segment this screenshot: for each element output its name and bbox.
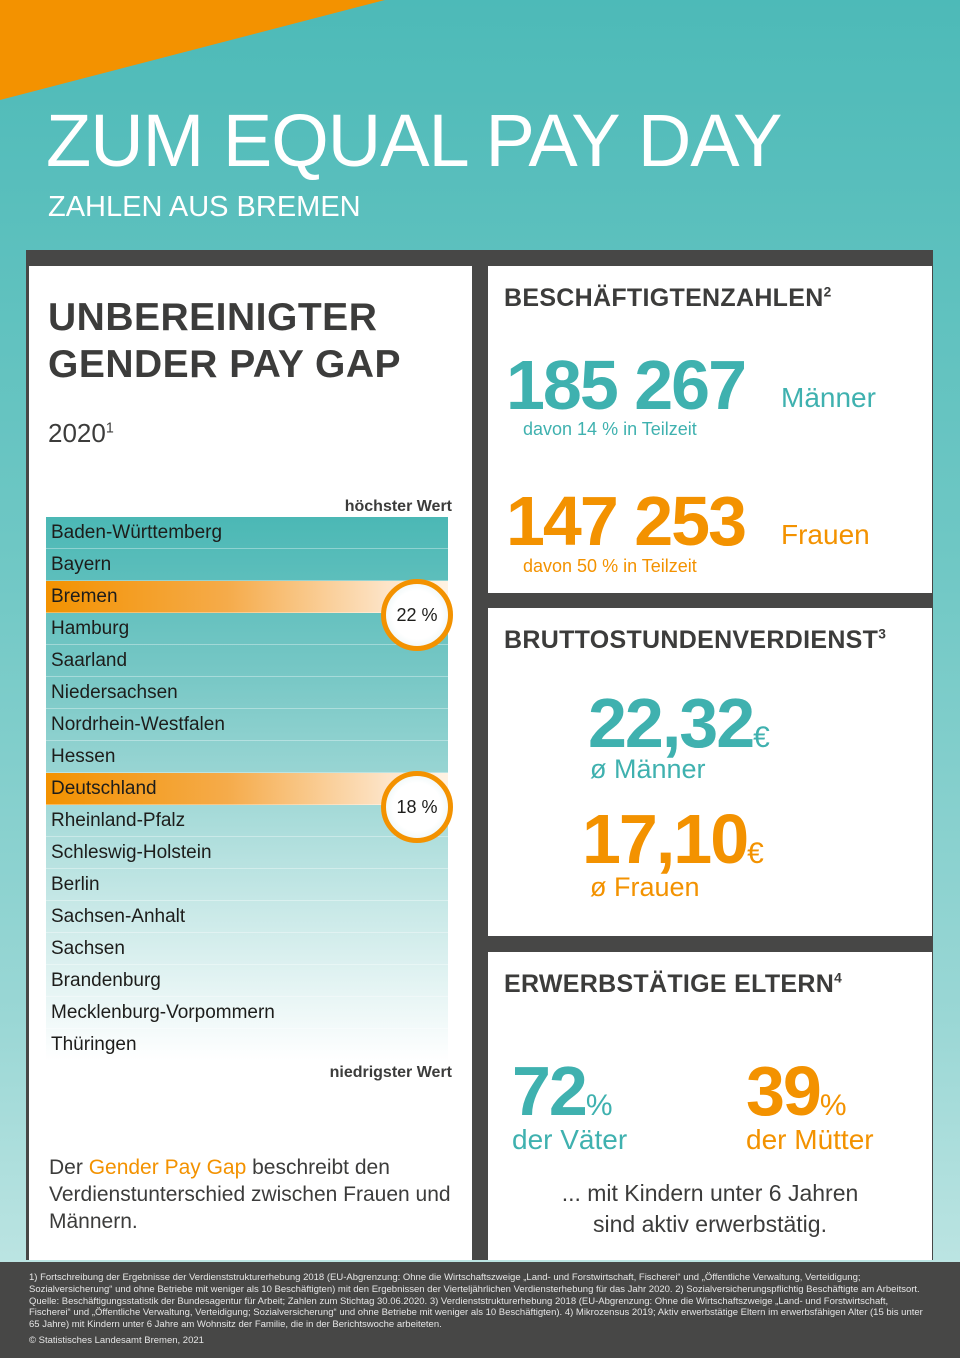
title-text: BRUTTOSTUNDENVERDIENST	[504, 626, 879, 654]
state-name: Nordrhein-Westfalen	[51, 714, 225, 735]
state-name: Mecklenburg-Vorpommern	[51, 1002, 275, 1023]
footnote-marker: 1	[105, 420, 114, 437]
men-count: 185 267	[506, 346, 747, 424]
fathers-percentage: 72%	[512, 1056, 613, 1126]
page-title: ZUM EQUAL PAY DAY	[46, 99, 783, 182]
page-subtitle: ZAHLEN AUS BREMEN	[48, 191, 361, 223]
year-label: 20201	[48, 418, 114, 449]
euro-symbol: €	[747, 837, 764, 870]
title-text: BESCHÄFTIGTENZAHLEN	[504, 284, 824, 312]
percent-symbol: %	[585, 1089, 613, 1122]
parents-tagline: ... mit Kindern unter 6 Jahren sind akti…	[488, 1178, 932, 1240]
state-name: Baden-Württemberg	[51, 522, 223, 543]
list-item: Schleswig-Holstein	[46, 837, 448, 869]
list-item: Rheinland-Pfalz	[46, 805, 448, 837]
earnings-title: BRUTTOSTUNDENVERDIENST3	[504, 626, 886, 655]
employment-title: BESCHÄFTIGTENZAHLEN2	[504, 284, 832, 313]
value: 22,32	[588, 684, 755, 762]
women-parttime: davon 50 % in Teilzeit	[523, 556, 697, 576]
footnotes: 1) Fortschreibung der Ergebnisse der Ver…	[0, 1262, 960, 1358]
desc-text: Der	[49, 1156, 89, 1179]
state-name: Sachsen-Anhalt	[51, 906, 186, 927]
men-average-label: ø Männer	[590, 754, 706, 784]
state-name: Berlin	[51, 874, 100, 895]
hourly-earnings-panel: BRUTTOSTUNDENVERDIENST3 22,32€ ø Männer …	[488, 608, 932, 936]
list-item: Brandenburg	[46, 965, 448, 997]
state-name: Niedersachsen	[51, 682, 178, 703]
state-ranking-list: Baden-Württemberg Bayern Bremen Hamburg …	[46, 517, 453, 1061]
tagline-line-1: ... mit Kindern unter 6 Jahren	[561, 1180, 859, 1206]
footnote-text: 1) Fortschreibung der Ergebnisse der Ver…	[29, 1272, 923, 1331]
mothers-label: der Mütter	[746, 1124, 874, 1155]
bremen-value-badge: 22 %	[381, 579, 453, 651]
fathers-label: der Väter	[512, 1124, 628, 1155]
footnote-marker: 3	[878, 626, 887, 642]
list-item: Nordrhein-Westfalen	[46, 709, 448, 741]
title-line-2: GENDER PAY GAP	[48, 343, 402, 386]
men-parttime: davon 14 % in Teilzeit	[523, 419, 697, 439]
title-line-1: UNBEREINIGTER	[48, 296, 378, 339]
desc-text: beschreibt den Verdienstunterschied zwis…	[49, 1156, 451, 1233]
working-parents-panel: ERWERBSTÄTIGE ELTERN4 72% der Väter 39% …	[488, 952, 932, 1260]
list-item: Berlin	[46, 869, 448, 901]
orange-corner-decoration	[0, 0, 385, 100]
gender-pay-gap-title: UNBEREINIGTER GENDER PAY GAP	[48, 294, 401, 388]
mothers-percentage: 39%	[746, 1056, 847, 1126]
value: 17,10	[582, 800, 749, 878]
list-item: Saarland	[46, 645, 448, 677]
percent-symbol: %	[819, 1089, 847, 1122]
euro-symbol: €	[753, 721, 770, 754]
deutschland-value-badge: 18 %	[381, 771, 453, 843]
state-name: Hessen	[51, 746, 116, 767]
women-average-label: ø Frauen	[590, 872, 700, 902]
men-label: Männer	[781, 382, 876, 413]
lowest-value-label: niedrigster Wert	[329, 1064, 452, 1081]
state-name: Saarland	[51, 650, 128, 671]
state-name: Sachsen	[51, 938, 125, 959]
state-name: Hamburg	[51, 618, 130, 639]
state-name: Brandenburg	[51, 970, 161, 991]
list-item: Hamburg	[46, 613, 448, 645]
list-item: Sachsen-Anhalt	[46, 901, 448, 933]
list-item: Mecklenburg-Vorpommern	[46, 997, 448, 1029]
list-item: Niedersachsen	[46, 677, 448, 709]
list-item: Sachsen	[46, 933, 448, 965]
value: 39	[746, 1052, 822, 1130]
title-text: ERWERBSTÄTIGE ELTERN	[504, 970, 835, 998]
women-count: 147 253	[506, 482, 747, 560]
gender-pay-gap-description: Der Gender Pay Gap beschreibt den Verdie…	[49, 1154, 459, 1235]
highest-value-label: höchster Wert	[344, 498, 452, 515]
state-name: Rheinland-Pfalz	[51, 810, 186, 831]
employment-panel: BESCHÄFTIGTENZAHLEN2 185 267 Männer davo…	[488, 266, 932, 593]
footnote-marker: 2	[823, 284, 832, 300]
state-name: Thüringen	[51, 1034, 137, 1055]
women-hourly-wage: 17,10€	[582, 804, 764, 874]
desc-highlight: Gender Pay Gap	[88, 1156, 247, 1179]
value: 72	[512, 1052, 588, 1130]
men-hourly-wage: 22,32€	[588, 688, 770, 758]
state-name: Deutschland	[51, 778, 157, 799]
state-name: Bremen	[51, 586, 118, 607]
list-item: Hessen	[46, 741, 448, 773]
footnote-marker: 4	[834, 970, 843, 986]
parents-title: ERWERBSTÄTIGE ELTERN4	[504, 970, 842, 999]
copyright: © Statistisches Landesamt Bremen, 2021	[29, 1334, 204, 1346]
state-name: Bayern	[51, 554, 112, 575]
year-value: 2020	[48, 418, 106, 448]
list-item: Baden-Württemberg	[46, 517, 448, 549]
tagline-line-2: sind aktiv erwerbstätig.	[593, 1211, 827, 1237]
list-item: Bayern	[46, 549, 448, 581]
state-name: Schleswig-Holstein	[51, 842, 212, 863]
list-item: Thüringen	[46, 1029, 448, 1061]
women-label: Frauen	[781, 519, 870, 550]
gender-pay-gap-panel: UNBEREINIGTER GENDER PAY GAP 20201 höchs…	[29, 266, 472, 1260]
